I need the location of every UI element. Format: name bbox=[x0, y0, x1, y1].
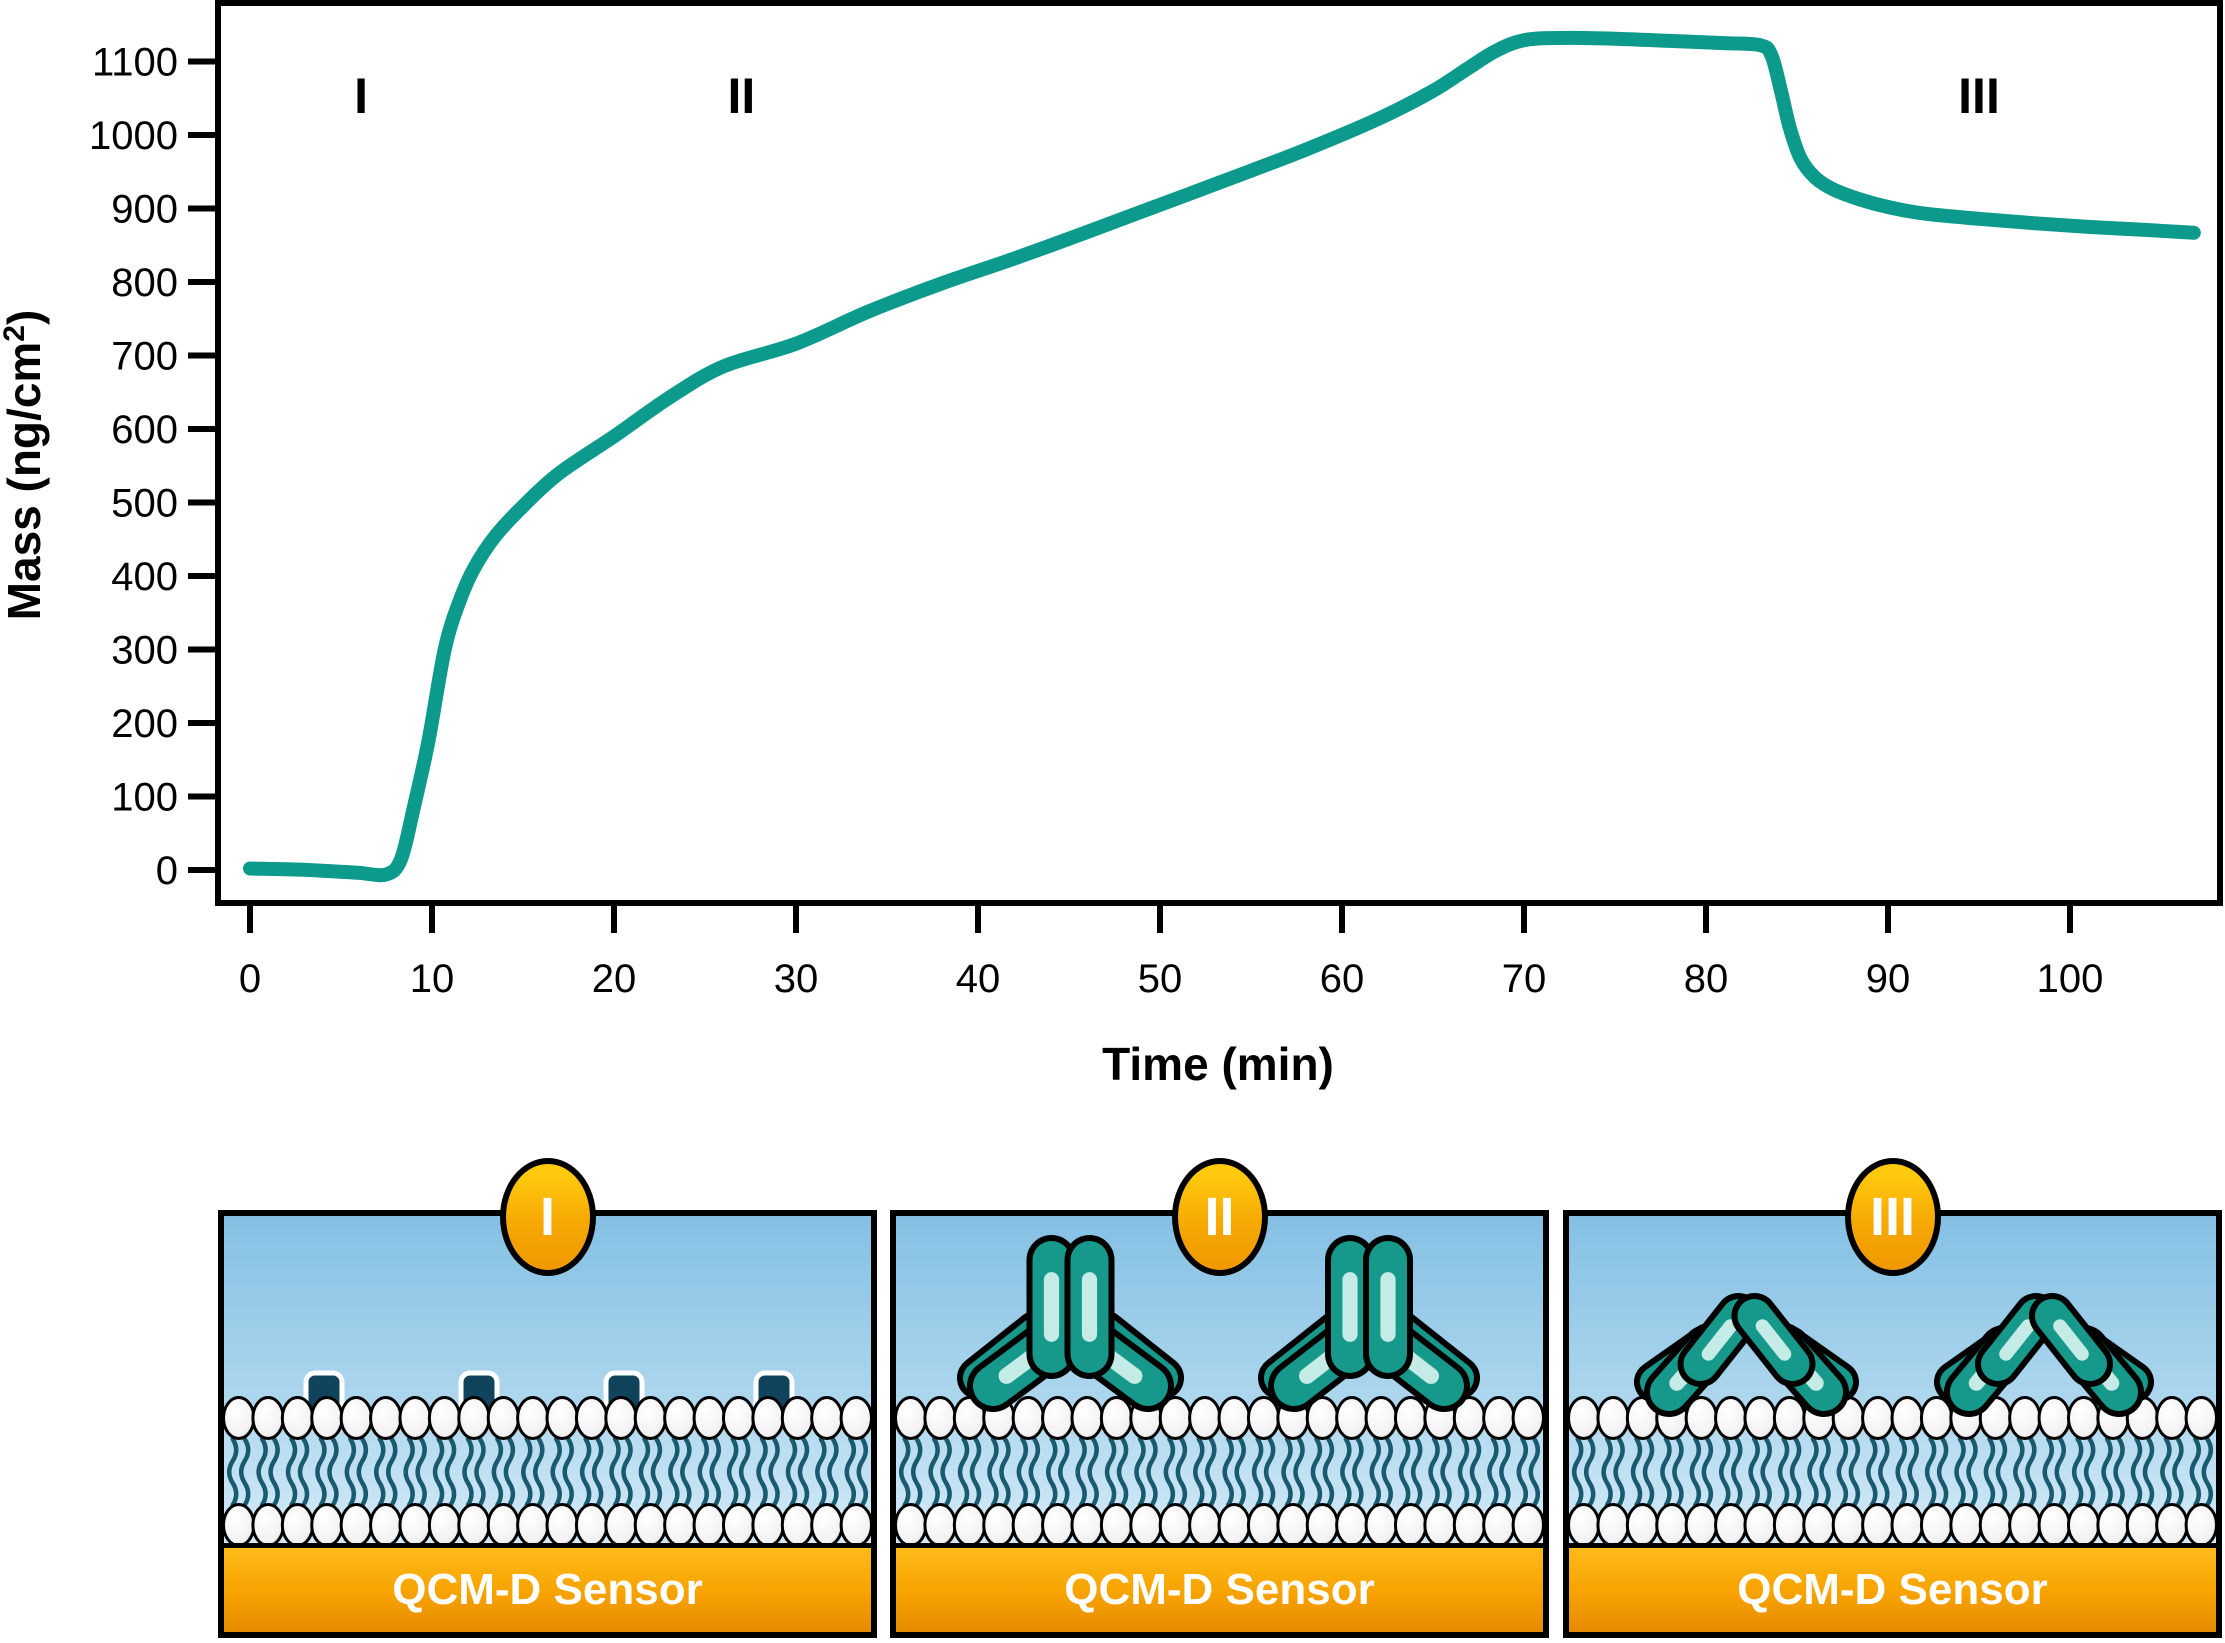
svg-text:0: 0 bbox=[156, 849, 178, 893]
svg-text:40: 40 bbox=[956, 957, 1001, 1001]
stage-2-badge-label: II bbox=[1204, 1187, 1235, 1247]
svg-text:0: 0 bbox=[239, 957, 261, 1001]
panel-1-illustration bbox=[224, 1370, 871, 1547]
stage-2-badge: II bbox=[1171, 1158, 1268, 1276]
svg-text:800: 800 bbox=[111, 261, 178, 305]
panel-2-illustration bbox=[896, 1235, 1543, 1547]
svg-text:80: 80 bbox=[1684, 957, 1729, 1001]
svg-text:300: 300 bbox=[111, 629, 178, 673]
panel-3-sensor-label: QCM-D Sensor bbox=[1737, 1565, 2048, 1614]
svg-text:100: 100 bbox=[2037, 957, 2104, 1001]
svg-text:20: 20 bbox=[592, 957, 637, 1001]
svg-text:90: 90 bbox=[1866, 957, 1911, 1001]
svg-text:100: 100 bbox=[111, 776, 178, 820]
panel-2-sensor-label: QCM-D Sensor bbox=[1064, 1565, 1375, 1614]
panel-stage-2: II QCM-D Sensor bbox=[890, 1158, 1549, 1638]
svg-text:60: 60 bbox=[1320, 957, 1365, 1001]
stage-3-badge-label: III bbox=[1869, 1187, 1915, 1247]
svg-text:1000: 1000 bbox=[89, 114, 178, 158]
svg-text:10: 10 bbox=[410, 957, 455, 1001]
svg-text:II: II bbox=[728, 68, 756, 124]
panel-3-sensor-bar: QCM-D Sensor bbox=[1569, 1543, 2216, 1632]
svg-text:70: 70 bbox=[1502, 957, 1547, 1001]
svg-text:900: 900 bbox=[111, 188, 178, 232]
stage-1-badge-label: I bbox=[539, 1187, 555, 1247]
panel-stage-3: III QCM-D Sensor bbox=[1563, 1158, 2222, 1638]
stage-3-badge: III bbox=[1844, 1158, 1941, 1276]
svg-text:200: 200 bbox=[111, 702, 178, 746]
svg-text:III: III bbox=[1958, 68, 2000, 124]
svg-text:Mass (ng/cm2): Mass (ng/cm2) bbox=[0, 310, 50, 621]
panel-1-sensor-label: QCM-D Sensor bbox=[392, 1565, 703, 1614]
svg-text:50: 50 bbox=[1138, 957, 1183, 1001]
svg-text:1100: 1100 bbox=[92, 41, 178, 85]
svg-text:I: I bbox=[354, 68, 368, 124]
svg-text:Time (min): Time (min) bbox=[1102, 1038, 1334, 1090]
svg-text:600: 600 bbox=[111, 408, 178, 452]
svg-text:400: 400 bbox=[111, 555, 178, 599]
panel-stage-1: I QCM-D Sensor bbox=[218, 1158, 877, 1638]
stage-1-badge: I bbox=[499, 1158, 596, 1276]
kinetics-chart: 0 10 20 30 40 50 60 70 80 90 100010020030040050060… bbox=[0, 0, 2223, 1090]
panel-2-sensor-bar: QCM-D Sensor bbox=[896, 1543, 1543, 1632]
svg-text:30: 30 bbox=[774, 957, 819, 1001]
panel-1-sensor-bar: QCM-D Sensor bbox=[224, 1543, 871, 1632]
svg-text:500: 500 bbox=[111, 482, 178, 526]
svg-text:700: 700 bbox=[111, 335, 178, 379]
